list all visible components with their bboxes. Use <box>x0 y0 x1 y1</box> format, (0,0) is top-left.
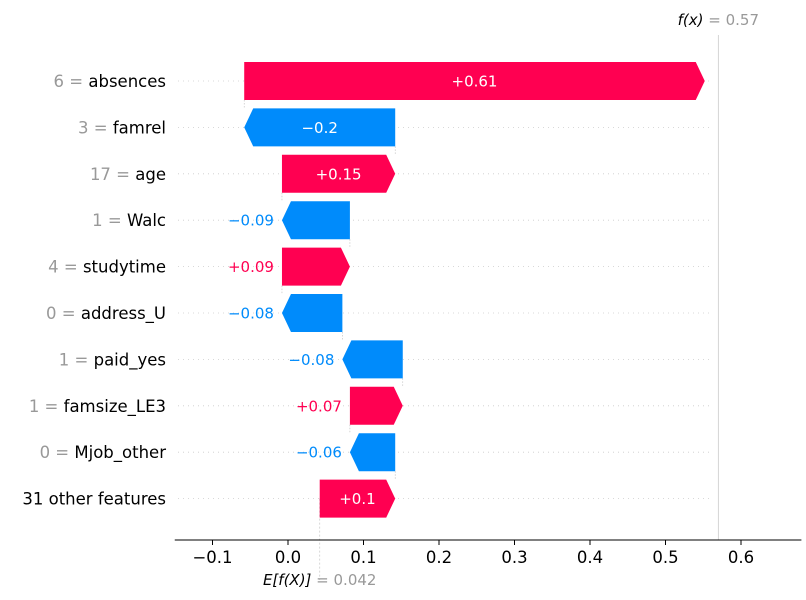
bar-value-label: −0.06 <box>296 444 342 462</box>
x-tick-label: 0.1 <box>350 548 376 567</box>
base-value: = 0.042 <box>316 571 376 589</box>
bars: +0.61 −0.2 +0.15 −0.09 +0.09 −0.08 −0.08 +0.07 −… <box>228 62 705 518</box>
feature-name: famsize_LE3 <box>64 397 166 417</box>
x-tick-label: 0.6 <box>728 548 754 567</box>
feature-value: 0 = <box>46 304 81 323</box>
feature-name: studytime <box>83 258 166 277</box>
bar-walc <box>281 201 350 240</box>
bar-famrel <box>244 108 396 147</box>
bar-value-label: +0.07 <box>296 397 342 415</box>
bar-value-label: +0.09 <box>228 258 274 276</box>
x-axis: −0.1 0.0 0.1 0.2 0.3 0.4 0.5 0.6 <box>174 539 802 567</box>
feature-label: 31 other features <box>22 490 166 509</box>
bar-value-label: −0.2 <box>301 119 337 137</box>
feature-value: 4 = <box>48 258 83 277</box>
x-tick-label: 0.4 <box>577 548 603 567</box>
bar-absences <box>244 62 705 100</box>
feature-value: 1 = <box>59 350 94 369</box>
feature-label: 0 = address_U <box>46 304 166 324</box>
feature-name: famrel <box>113 118 166 137</box>
x-tick-label: 0.5 <box>652 548 678 567</box>
output-label: f(x) <box>678 11 709 29</box>
annotations: f(x) = 0.57 E[f(X)] = 0.042 <box>263 11 759 589</box>
feature-label: 1 = paid_yes <box>59 350 166 370</box>
feature-value: 1 = <box>92 211 127 230</box>
feature-name: absences <box>88 72 166 91</box>
bar-paid_yes <box>342 340 403 379</box>
bar-mjob_other <box>349 433 396 472</box>
output-value-annotation: f(x) = 0.57 <box>678 11 759 29</box>
x-tick-label: −0.1 <box>192 548 232 567</box>
feature-name: age <box>135 165 166 184</box>
feature-name: Walc <box>127 211 166 230</box>
bar-value-label: −0.08 <box>288 351 334 369</box>
bar-value-label: +0.61 <box>452 73 498 91</box>
feature-labels: 6 = absences 3 = famrel 17 = age 1 = Walc 4 … <box>22 72 166 509</box>
feature-label: 17 = age <box>90 165 166 184</box>
bar-famsize_le3 <box>349 386 403 425</box>
bar-value-label: +0.1 <box>339 490 375 508</box>
feature-value: 17 = <box>90 165 135 184</box>
bar-studytime <box>281 247 350 286</box>
output-value: = 0.57 <box>708 11 759 29</box>
base-value-annotation: E[f(X)] = 0.042 <box>263 571 377 589</box>
bar-address_u <box>281 294 343 332</box>
feature-label: 0 = Mjob_other <box>40 443 167 463</box>
feature-label: 3 = famrel <box>78 118 166 137</box>
feature-name: paid_yes <box>94 350 166 370</box>
feature-value: 1 = <box>29 397 64 416</box>
x-tick-label: 0.2 <box>426 548 452 567</box>
feature-label: 6 = absences <box>54 72 166 91</box>
feature-value: 0 = <box>40 443 75 462</box>
x-tick-label: 0.3 <box>501 548 527 567</box>
bar-31-other-features <box>319 479 396 518</box>
base-label: E[f(X)] <box>263 571 316 589</box>
bar-value-label: −0.08 <box>228 305 274 323</box>
bar-value-label: −0.09 <box>228 212 274 230</box>
bar-age <box>281 154 396 193</box>
x-tick-label: 0.0 <box>275 548 301 567</box>
feature-value: 6 = <box>54 72 89 91</box>
feature-label: 1 = famsize_LE3 <box>29 397 166 417</box>
feature-label: 4 = studytime <box>48 258 166 277</box>
feature-name: Mjob_other <box>74 443 166 463</box>
feature-value: 3 = <box>78 118 113 137</box>
feature-name: address_U <box>81 304 166 324</box>
bar-value-label: +0.15 <box>316 165 362 183</box>
feature-name: 31 other features <box>22 490 166 509</box>
feature-label: 1 = Walc <box>92 211 166 230</box>
